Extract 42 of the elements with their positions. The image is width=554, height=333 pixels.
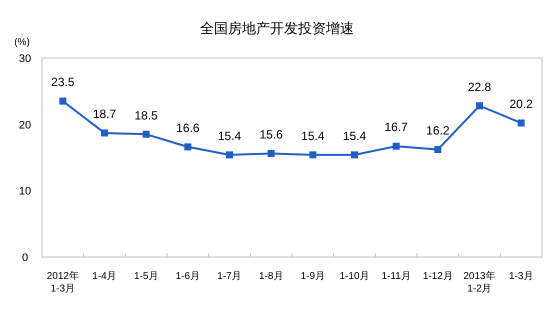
data-label: 15.4 — [218, 128, 242, 143]
point — [476, 102, 483, 110]
y-tick-label: 0 — [22, 252, 28, 264]
point — [392, 142, 400, 150]
point — [226, 151, 233, 158]
point — [309, 151, 316, 158]
point — [518, 120, 525, 127]
x-tick-label: 1-12月 — [422, 271, 453, 282]
chart-title: 全国房地产开发投资增速 — [200, 20, 354, 36]
y-tick-label: 30 — [18, 53, 32, 65]
point — [268, 150, 275, 158]
y-axis-title: (%) — [14, 37, 30, 48]
x-tick-label: 1-3月 — [508, 271, 534, 282]
x-tick-label: 1-4月 — [92, 271, 117, 282]
point — [142, 130, 150, 138]
data-label: 16.7 — [384, 120, 408, 134]
x-tick-label: 1-11月 — [382, 271, 411, 282]
data-label: 15.4 — [301, 128, 325, 143]
x-tick-label: 2012年 1-3月 — [46, 270, 79, 294]
data-label: 16.2 — [426, 124, 450, 138]
x-tick-label: 1-8月 — [258, 271, 284, 282]
point — [184, 143, 192, 150]
x-tick-label: 1-10月 — [339, 271, 370, 282]
y-tick-label: 10 — [18, 186, 32, 198]
point — [59, 98, 66, 105]
data-label: 15.4 — [342, 128, 366, 143]
data-label: 20.2 — [509, 97, 534, 112]
x-tick-label: 1-5月 — [134, 271, 158, 282]
x-tick-label: 1-6月 — [176, 271, 200, 282]
point — [434, 146, 442, 154]
data-label: 22.8 — [468, 80, 492, 94]
x-tick-label: 1-7月 — [217, 271, 242, 282]
data-label: 23.5 — [51, 75, 75, 90]
x-tick-label: 1-9月 — [300, 271, 326, 282]
data-label: 18.5 — [134, 108, 158, 122]
y-tick-label: 20 — [18, 119, 32, 132]
x-tick-label: 2013年 1-2月 — [463, 270, 496, 294]
point — [351, 151, 358, 158]
point — [101, 129, 108, 136]
data-label: 15.6 — [259, 128, 284, 142]
data-label: 16.6 — [176, 120, 200, 135]
data-label: 18.7 — [92, 106, 116, 121]
